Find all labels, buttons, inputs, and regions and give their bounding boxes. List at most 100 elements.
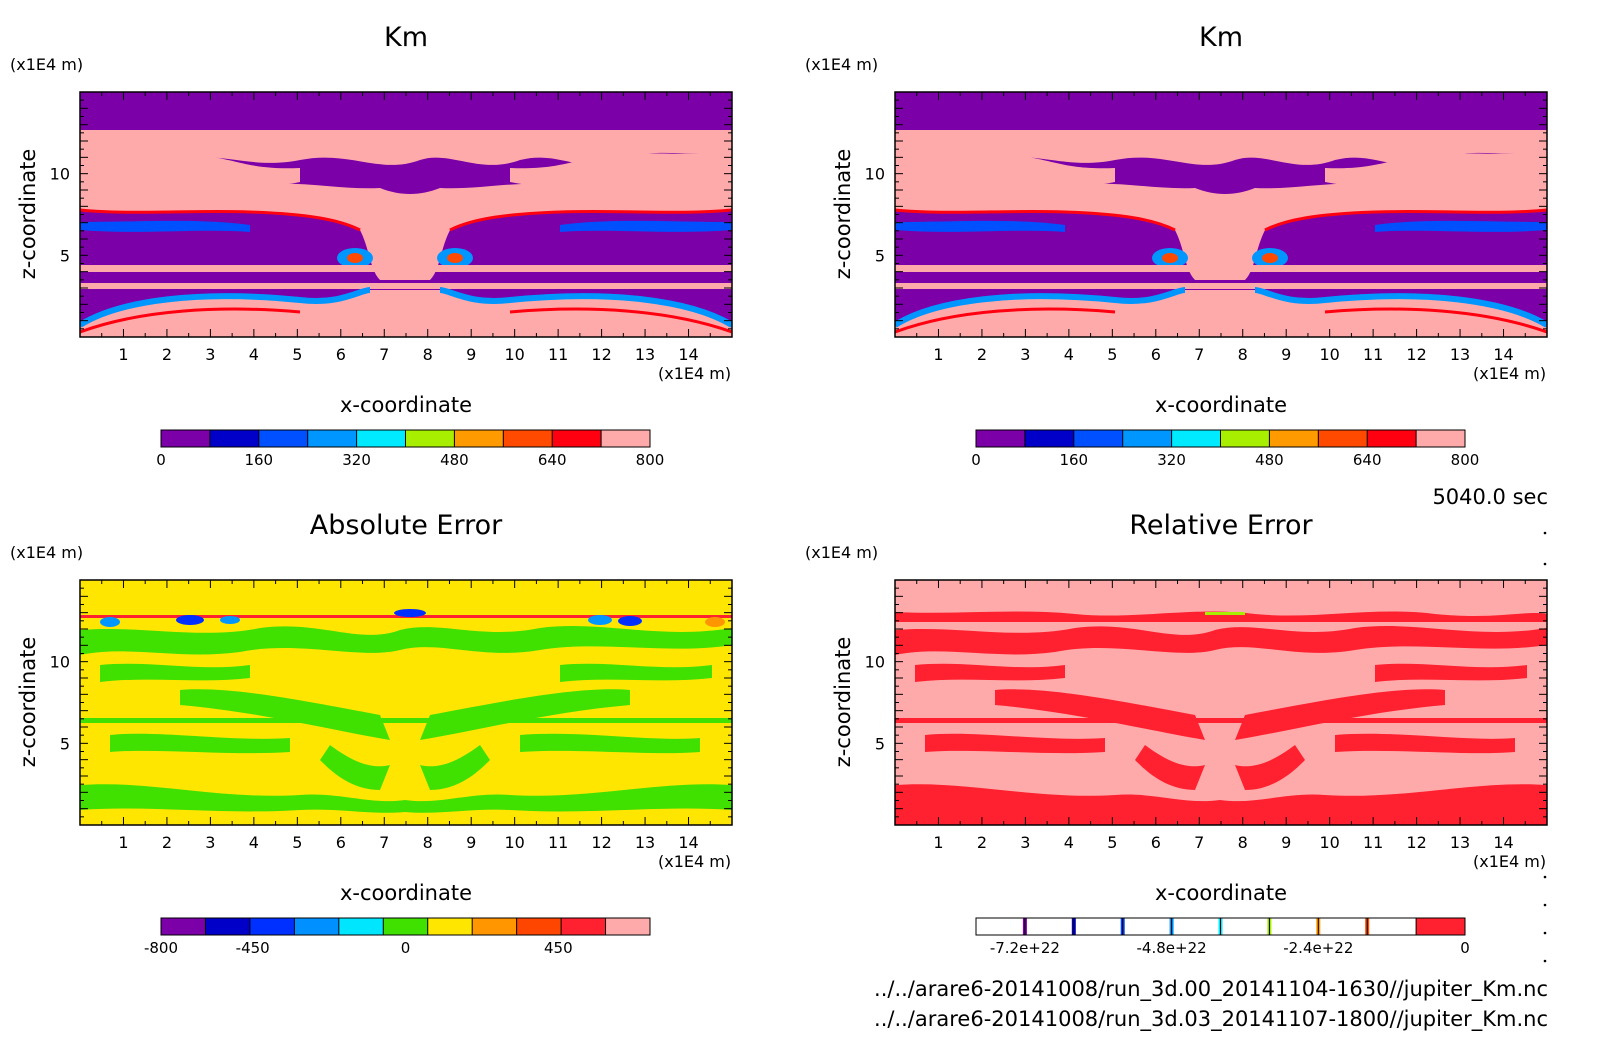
x-tick-label: 10: [504, 345, 524, 364]
x-tick-label: 1: [118, 345, 128, 364]
x-tick-label: 6: [1151, 345, 1161, 364]
x-tick-label: 4: [249, 345, 259, 364]
x-tick-label: 14: [1493, 833, 1513, 852]
x-tick-label: 11: [548, 833, 568, 852]
x-tick-label: 10: [1319, 833, 1339, 852]
colorbar-swatch: [601, 430, 651, 447]
field-eddy-core: [347, 253, 363, 263]
x-tick-label: 2: [162, 833, 172, 852]
colorbar-swatch: [1171, 430, 1221, 447]
y-axis: 5 10: [865, 91, 1547, 338]
x-tick-label: 13: [635, 345, 655, 364]
x-tick-label: 6: [336, 833, 346, 852]
colorbar-swatch: [1318, 430, 1368, 447]
x-axis-label: x-coordinate: [1155, 393, 1287, 417]
x-axis-label: x-coordinate: [1155, 881, 1287, 905]
panel-title: Relative Error: [1129, 510, 1313, 541]
x-tick-label: 13: [1450, 833, 1470, 852]
x-tick-label: 9: [1281, 833, 1291, 852]
y-tick-label: 5: [60, 734, 70, 753]
colorbar-swatch: [605, 918, 651, 935]
file-path-1: ../../arare6-20141008/run_3d.00_20141104…: [874, 977, 1548, 1002]
colorbar-tick-label: 160: [244, 451, 273, 469]
colorbar-swatch: [1220, 430, 1270, 447]
field-thin-band: [895, 265, 1547, 272]
colorbar-tick-label: 0: [971, 451, 981, 469]
x-tick-label: 12: [591, 345, 611, 364]
heatmap-field: [80, 580, 732, 825]
colorbar: 0 160 320 480 640 800: [156, 429, 665, 469]
colorbar-tick-label: 160: [1059, 451, 1088, 469]
heatmap-field: [895, 580, 1547, 825]
x-tick-label: 2: [162, 345, 172, 364]
y-axis: 5 10: [50, 579, 732, 826]
y-tick-label: 5: [875, 734, 885, 753]
x-unit-label: (x1E4 m): [1473, 364, 1546, 383]
colorbar-swatch: [427, 918, 473, 935]
colorbar-swatch: [472, 918, 518, 935]
x-tick-label: 5: [292, 833, 302, 852]
field-eddy-core: [1262, 253, 1278, 263]
x-tick-label: 7: [1194, 345, 1204, 364]
colorbar-tick-label: -7.2e+22: [990, 939, 1060, 957]
colorbar-tick-label: -800: [144, 939, 178, 957]
panel-absolute-error: Absolute Error (x1E4 m): [10, 510, 733, 957]
x-axis: 1 2 3 4 5 6 7 8 9 10 11 12 13 14: [894, 92, 1548, 364]
x-tick-label: 14: [678, 345, 698, 364]
x-tick-label: 3: [205, 345, 215, 364]
x-tick-label: 10: [504, 833, 524, 852]
y-axis-label: z-coordinate: [831, 637, 855, 768]
x-tick-label: 1: [933, 345, 943, 364]
colorbar-tick-label: 800: [636, 451, 665, 469]
colorbar-tick-label: 320: [1157, 451, 1186, 469]
colorbar-tick-label: 640: [538, 451, 567, 469]
colorbar-tick-label: 640: [1353, 451, 1382, 469]
x-tick-label: 10: [1319, 345, 1339, 364]
y-tick-label: 10: [50, 165, 70, 184]
x-tick-label: 3: [1020, 345, 1030, 364]
field-bottom-rim: [895, 287, 1186, 328]
panel-title: Km: [1199, 22, 1243, 53]
x-tick-label: 1: [933, 833, 943, 852]
field-bottom-rim: [895, 307, 1116, 334]
field-bottom-rim: [1254, 287, 1547, 328]
x-tick-label: 9: [1281, 345, 1291, 364]
field-bottom-rim: [80, 307, 301, 334]
colorbar-swatch: [356, 430, 406, 447]
y-tick-label: 5: [60, 246, 70, 265]
colorbar-tick-label: 0: [156, 451, 166, 469]
x-tick-label: 14: [678, 833, 698, 852]
x-tick-label: 5: [1107, 345, 1117, 364]
x-tick-label: 12: [1406, 833, 1426, 852]
colorbar-swatch: [561, 918, 607, 935]
x-tick-label: 13: [635, 833, 655, 852]
x-tick-label: 2: [977, 345, 987, 364]
field-rim: [1264, 208, 1547, 232]
x-tick-label: 12: [591, 833, 611, 852]
colorbar-swatch: [1416, 918, 1465, 935]
colorbar-tick-label: -2.4e+22: [1283, 939, 1353, 957]
x-tick-label: 14: [1493, 345, 1513, 364]
colorbar-tick-label: -4.8e+22: [1137, 939, 1207, 957]
field-bottom-rim: [1324, 307, 1547, 334]
field-blue-streak: [895, 220, 1065, 232]
y-unit-label: (x1E4 m): [805, 543, 878, 562]
colorbar-swatch: [338, 918, 384, 935]
panel-title: Km: [384, 22, 428, 53]
x-tick-label: 4: [249, 833, 259, 852]
ellipsis-dots: [1543, 531, 1547, 963]
colorbar-tick-label: 450: [544, 939, 573, 957]
colorbar-swatch: [258, 430, 309, 447]
field-band-upper: [80, 130, 732, 165]
x-tick-label: 4: [1064, 345, 1074, 364]
colorbar-tick-label: 480: [1255, 451, 1284, 469]
y-tick-label: 10: [865, 165, 885, 184]
colorbar-swatch: [1416, 430, 1466, 447]
field-top-edge: [80, 609, 732, 627]
field-patches: [895, 611, 1547, 825]
field-thin-band: [895, 283, 1547, 289]
colorbar-swatch: [161, 918, 206, 935]
colorbar-swatch: [161, 430, 211, 447]
